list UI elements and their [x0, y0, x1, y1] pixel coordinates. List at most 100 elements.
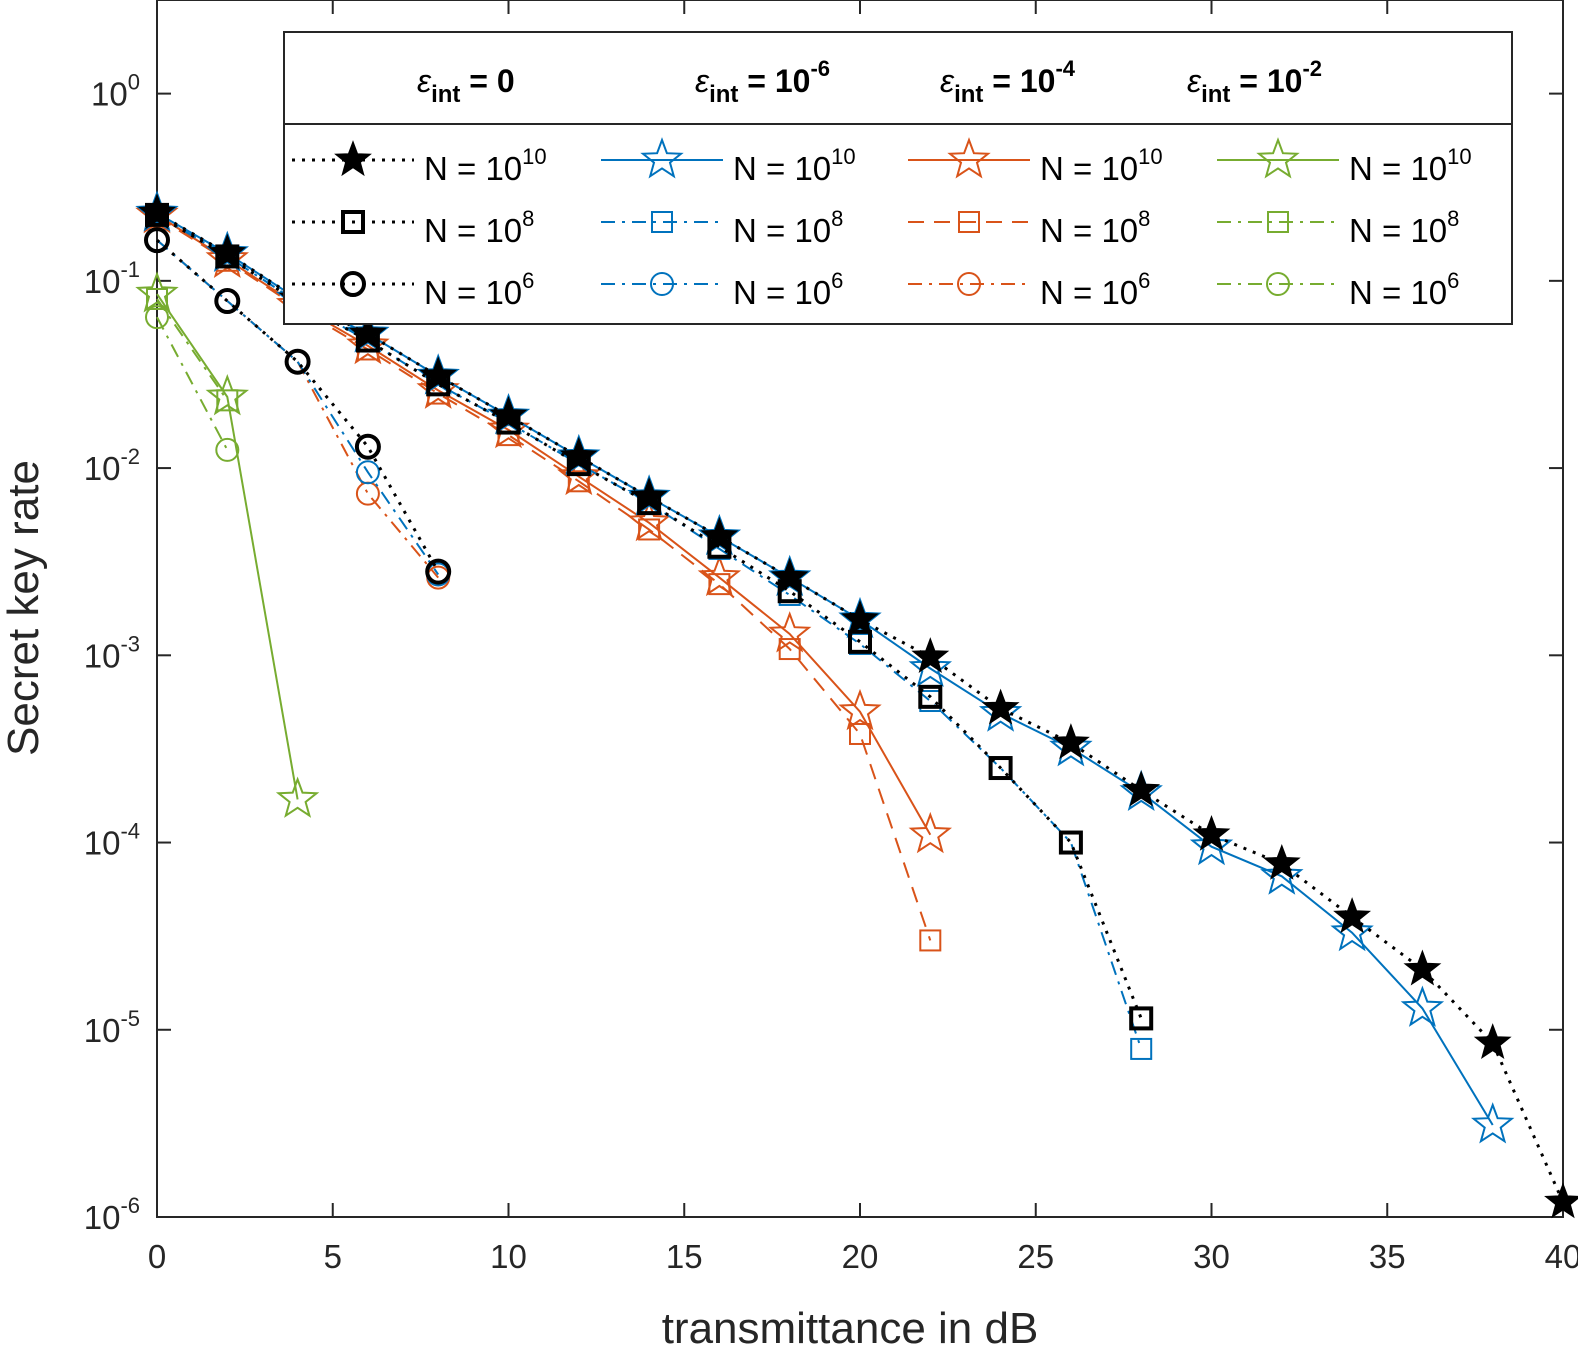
- legend-entry: N = 106: [1217, 268, 1459, 311]
- legend-label: N = 106: [424, 268, 534, 311]
- legend-label: N = 1010: [1349, 144, 1472, 187]
- y-tick-label: 100: [91, 70, 140, 113]
- data-point: [567, 470, 590, 493]
- x-tick-label: 10: [490, 1238, 527, 1275]
- legend-label: N = 106: [733, 268, 843, 311]
- data-point: [557, 453, 601, 496]
- legend-box: [283, 31, 1513, 325]
- data-point: [1262, 843, 1301, 880]
- data-point: [708, 573, 731, 596]
- x-tick-label: 40: [1545, 1238, 1578, 1275]
- legend-label: N = 1010: [1040, 144, 1163, 187]
- y-tick-label: 10-6: [84, 1193, 140, 1236]
- data-point: [627, 474, 671, 516]
- data-point: [425, 558, 452, 585]
- data-point: [841, 599, 879, 636]
- series-9: [135, 271, 320, 818]
- data-point: [1122, 770, 1161, 807]
- legend-entry: N = 1010: [908, 137, 1163, 187]
- data-point: [1544, 1182, 1578, 1219]
- legend-entry: N = 108: [908, 206, 1150, 249]
- x-tick-label: 35: [1369, 1238, 1406, 1275]
- data-point: [354, 433, 381, 460]
- data-point: [767, 554, 812, 597]
- data-point: [355, 328, 380, 353]
- data-point: [144, 227, 170, 254]
- data-point: [697, 554, 742, 597]
- data-point: [146, 287, 168, 310]
- data-point: [215, 244, 240, 269]
- legend-header: εint = 10-6: [695, 56, 830, 108]
- legend-marker: [650, 272, 674, 296]
- series-11: [145, 305, 240, 462]
- y-tick-label: 10-2: [84, 444, 140, 487]
- legend-entry: N = 1010: [601, 137, 856, 187]
- data-point: [215, 437, 240, 462]
- data-point: [566, 452, 591, 477]
- data-point: [205, 374, 250, 416]
- data-point: [1129, 1006, 1154, 1031]
- data-point: [637, 491, 662, 516]
- y-tick-label: 10-3: [84, 631, 140, 674]
- data-point: [908, 645, 953, 688]
- data-point: [778, 638, 801, 661]
- legend-entry: N = 106: [292, 268, 534, 311]
- legend-label: N = 1010: [424, 144, 547, 187]
- legend: εint = 0 εint = 10-6 εint = 10-4 εint = 10-…: [283, 31, 1513, 325]
- y-tick-label: 10-5: [84, 1006, 140, 1049]
- legend-entry: N = 108: [601, 206, 843, 249]
- x-tick-label: 15: [666, 1238, 703, 1275]
- legend-marker: [341, 210, 365, 234]
- legend-marker: [1266, 272, 1290, 296]
- data-point: [135, 190, 179, 232]
- data-point: [1260, 853, 1304, 895]
- data-point: [355, 460, 380, 485]
- data-point: [1192, 814, 1231, 851]
- y-axis-label: Secret key rate: [0, 460, 48, 756]
- data-point: [919, 929, 942, 952]
- data-point: [1130, 1037, 1153, 1060]
- x-tick-label: 30: [1193, 1238, 1230, 1275]
- legend-marker: [947, 137, 991, 179]
- legend-entry: N = 1010: [292, 140, 547, 187]
- data-point: [275, 776, 320, 818]
- data-point: [627, 499, 671, 542]
- legend-marker: [1267, 211, 1289, 233]
- legend-marker: [1256, 137, 1300, 179]
- data-point: [135, 271, 179, 313]
- legend-label: N = 1010: [733, 144, 856, 187]
- legend-header: εint = 0: [417, 63, 515, 108]
- data-point: [1400, 985, 1445, 1027]
- x-axis-label: transmittance in dB: [662, 1304, 1039, 1353]
- series-line: [156, 238, 440, 573]
- data-point: [777, 579, 802, 604]
- data-point: [1333, 897, 1372, 934]
- legend-header: εint = 10-2: [1187, 56, 1322, 108]
- data-point: [908, 811, 953, 854]
- series-line: [156, 293, 299, 800]
- y-tick-label: 10-1: [84, 257, 140, 300]
- legend-marker: [640, 137, 684, 179]
- legend-entry: N = 1010: [1217, 137, 1472, 187]
- data-point: [838, 688, 882, 731]
- data-point: [1330, 909, 1374, 952]
- series-10: [146, 287, 239, 412]
- legend-label: N = 108: [733, 206, 843, 249]
- legend-marker: [957, 272, 981, 296]
- x-tick-label: 0: [148, 1238, 166, 1275]
- legend-label: N = 108: [1040, 206, 1150, 249]
- data-point: [911, 637, 950, 674]
- data-point: [1051, 723, 1090, 760]
- data-point: [978, 690, 1023, 732]
- data-point: [138, 193, 176, 230]
- data-point: [1049, 725, 1093, 767]
- data-point: [496, 410, 521, 435]
- legend-marker: [334, 140, 372, 177]
- data-point: [849, 722, 871, 745]
- data-point: [208, 233, 247, 270]
- legend-header: εint = 10-4: [940, 56, 1076, 108]
- data-point: [1403, 949, 1442, 986]
- y-tick-label: 10-4: [84, 819, 140, 862]
- data-point: [770, 557, 809, 594]
- legend-label: N = 106: [1349, 268, 1459, 311]
